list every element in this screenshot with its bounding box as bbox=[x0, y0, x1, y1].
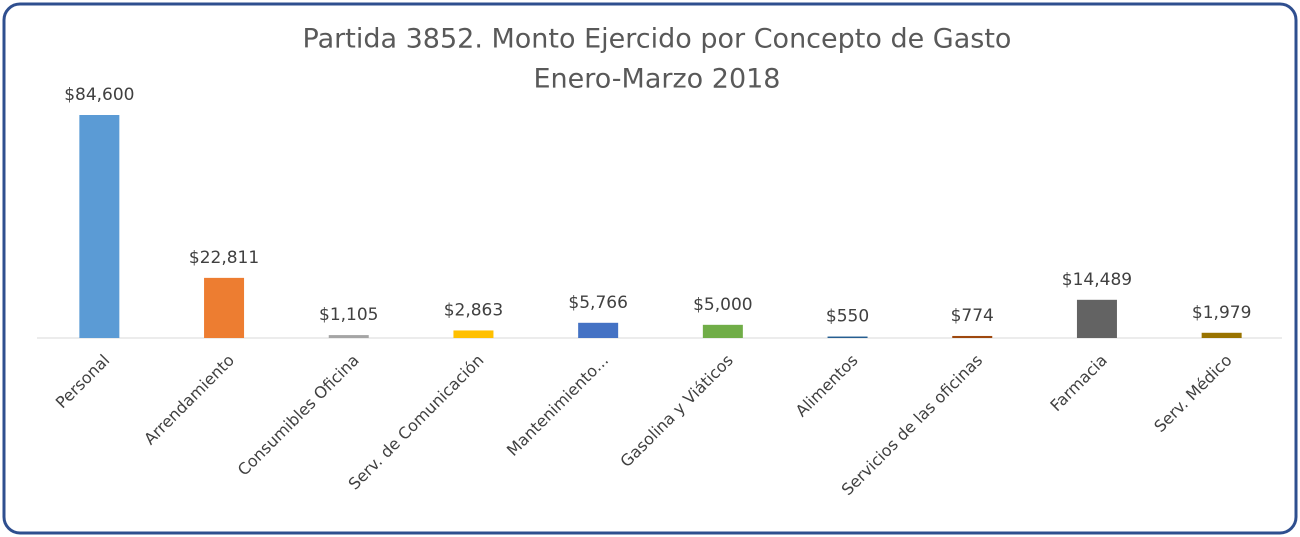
value-label: $1,105 bbox=[319, 305, 378, 325]
value-label: $84,600 bbox=[64, 85, 134, 105]
bar bbox=[827, 336, 868, 338]
value-label: $5,000 bbox=[693, 295, 752, 315]
value-label: $22,811 bbox=[189, 248, 259, 268]
value-label: $14,489 bbox=[1062, 270, 1132, 290]
value-label: $774 bbox=[951, 306, 994, 326]
bar bbox=[453, 330, 494, 338]
bar bbox=[204, 277, 245, 338]
value-label: $2,863 bbox=[444, 300, 503, 320]
bar bbox=[952, 335, 993, 338]
value-label: $550 bbox=[826, 307, 869, 327]
bar bbox=[1076, 299, 1117, 338]
chart-subtitle: Enero-Marzo 2018 bbox=[534, 64, 781, 95]
bar bbox=[79, 115, 120, 338]
value-label: $5,766 bbox=[568, 293, 627, 313]
chart-title: Partida 3852. Monto Ejercido por Concept… bbox=[303, 24, 1012, 55]
value-label: $1,979 bbox=[1192, 303, 1251, 323]
bar bbox=[1201, 332, 1242, 338]
bar bbox=[578, 322, 619, 338]
bar bbox=[328, 335, 369, 338]
bar bbox=[702, 324, 743, 338]
